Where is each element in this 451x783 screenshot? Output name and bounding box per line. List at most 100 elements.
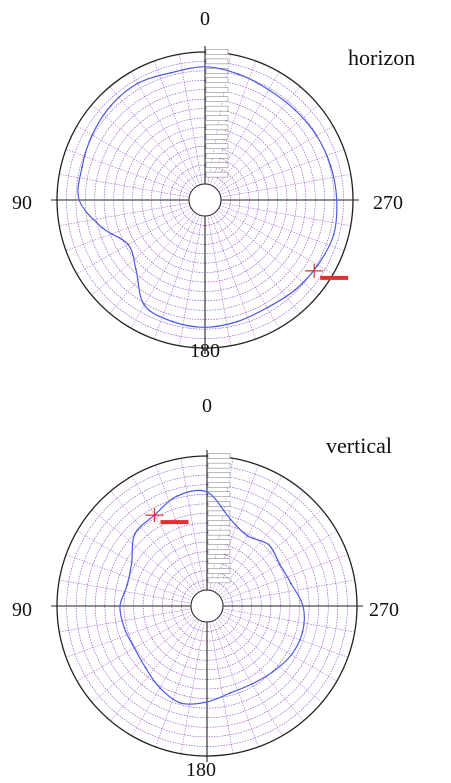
trace-point	[143, 304, 146, 306]
grid-spoke	[65, 611, 193, 658]
grid-spoke	[110, 490, 197, 594]
grid-spoke	[222, 608, 355, 633]
ring-scale-tick	[205, 162, 229, 168]
angle-label-270: 270	[373, 192, 403, 214]
trace-point	[206, 491, 208, 493]
horizon-title: horizon	[348, 45, 415, 70]
ring-scale-tick	[207, 510, 231, 517]
grid-spoke	[217, 618, 304, 722]
grid-spoke	[212, 620, 259, 748]
trace-point	[267, 88, 270, 91]
grid-spoke	[215, 212, 301, 314]
grid-spoke	[59, 608, 192, 633]
trace-point	[302, 605, 304, 607]
trace-point	[237, 73, 240, 76]
grid-spoke	[65, 554, 193, 601]
angle-label-270: 270	[369, 599, 399, 621]
trace-point	[301, 630, 304, 633]
grid-spoke	[220, 530, 338, 599]
trace-point	[180, 702, 182, 704]
trace-point	[332, 233, 335, 236]
trace-point	[204, 326, 206, 329]
trace-point	[133, 647, 136, 649]
grid-spoke	[76, 125, 192, 193]
grid-spoke	[219, 509, 323, 596]
grid-spoke	[59, 202, 190, 226]
ring-scale-tick	[205, 96, 229, 102]
trace-point	[170, 71, 172, 74]
ring-scale-tick	[205, 58, 229, 65]
trace-point	[136, 82, 139, 85]
grid-spoke	[219, 149, 345, 195]
ring-scale-tick	[205, 143, 229, 150]
grid-spoke	[217, 490, 304, 594]
center-hole	[188, 183, 222, 217]
grid-spoke	[217, 210, 319, 296]
marker-readout	[320, 275, 349, 280]
ring-scale-tick	[207, 548, 231, 555]
trace-point	[109, 104, 112, 107]
grid-spoke	[130, 71, 198, 187]
grid-spoke	[220, 174, 351, 198]
grid-spoke	[131, 475, 200, 593]
trace-point	[101, 226, 103, 229]
grid-spoke	[180, 458, 205, 591]
angle-label-180: 180	[190, 340, 220, 362]
grid-spoke	[222, 579, 355, 604]
trace-point	[294, 289, 296, 291]
angle-label-180: 180	[186, 759, 216, 781]
grid-spoke	[209, 621, 234, 754]
grid-spoke	[65, 149, 191, 195]
angle-label-0: 0	[202, 395, 212, 417]
trace-point	[266, 306, 269, 309]
vertical-ring-labels	[207, 453, 231, 584]
grid-spoke	[220, 202, 351, 226]
trace-point	[315, 134, 318, 137]
trace-point	[294, 109, 296, 111]
grid-spoke	[76, 613, 194, 682]
grid-spoke	[131, 619, 200, 737]
trace-point	[290, 653, 293, 656]
grid-spoke	[109, 212, 195, 314]
grid-spoke	[155, 464, 202, 592]
trace-point	[135, 268, 137, 270]
trace-point	[144, 666, 147, 669]
ring-scale-tick	[207, 472, 231, 478]
ring-scale-tick	[205, 115, 229, 121]
grid-spoke	[212, 213, 280, 329]
grid-spoke	[65, 205, 191, 251]
trace-point	[267, 543, 270, 546]
grid-spoke	[91, 509, 195, 596]
trace-point	[81, 166, 83, 169]
ring-scale-tick	[205, 77, 229, 84]
grid-spoke	[109, 86, 195, 188]
trace-point	[78, 199, 81, 201]
grid-spoke	[221, 554, 349, 601]
marker-readout	[160, 520, 189, 525]
grid-spoke	[180, 621, 205, 754]
ring-scale-tick	[207, 453, 231, 459]
ring-scale-tick	[205, 86, 229, 93]
grid-spoke	[59, 174, 190, 198]
horizon-ring-labels	[205, 49, 229, 178]
ring-scale-tick	[207, 539, 231, 545]
trace-point	[127, 243, 129, 246]
grid-spoke	[154, 214, 200, 340]
ring-scale-tick	[205, 134, 229, 140]
grid-spoke	[91, 616, 195, 703]
grid-spoke	[155, 620, 202, 748]
center-hole	[190, 589, 224, 623]
grid-spoke	[91, 104, 193, 190]
ring-scale-tick	[205, 49, 229, 55]
ring-scale-tick	[205, 105, 229, 112]
trace-point	[316, 264, 319, 266]
grid-spoke	[218, 207, 334, 275]
trace-point	[158, 686, 161, 689]
grid-spoke	[76, 207, 192, 275]
trace-point	[278, 563, 281, 565]
vertical-polar-chart: 0 90 180 270 vertical	[12, 395, 399, 781]
grid-spoke	[210, 214, 256, 340]
grid-spoke	[76, 530, 194, 599]
ring-scale-tick	[207, 577, 231, 584]
